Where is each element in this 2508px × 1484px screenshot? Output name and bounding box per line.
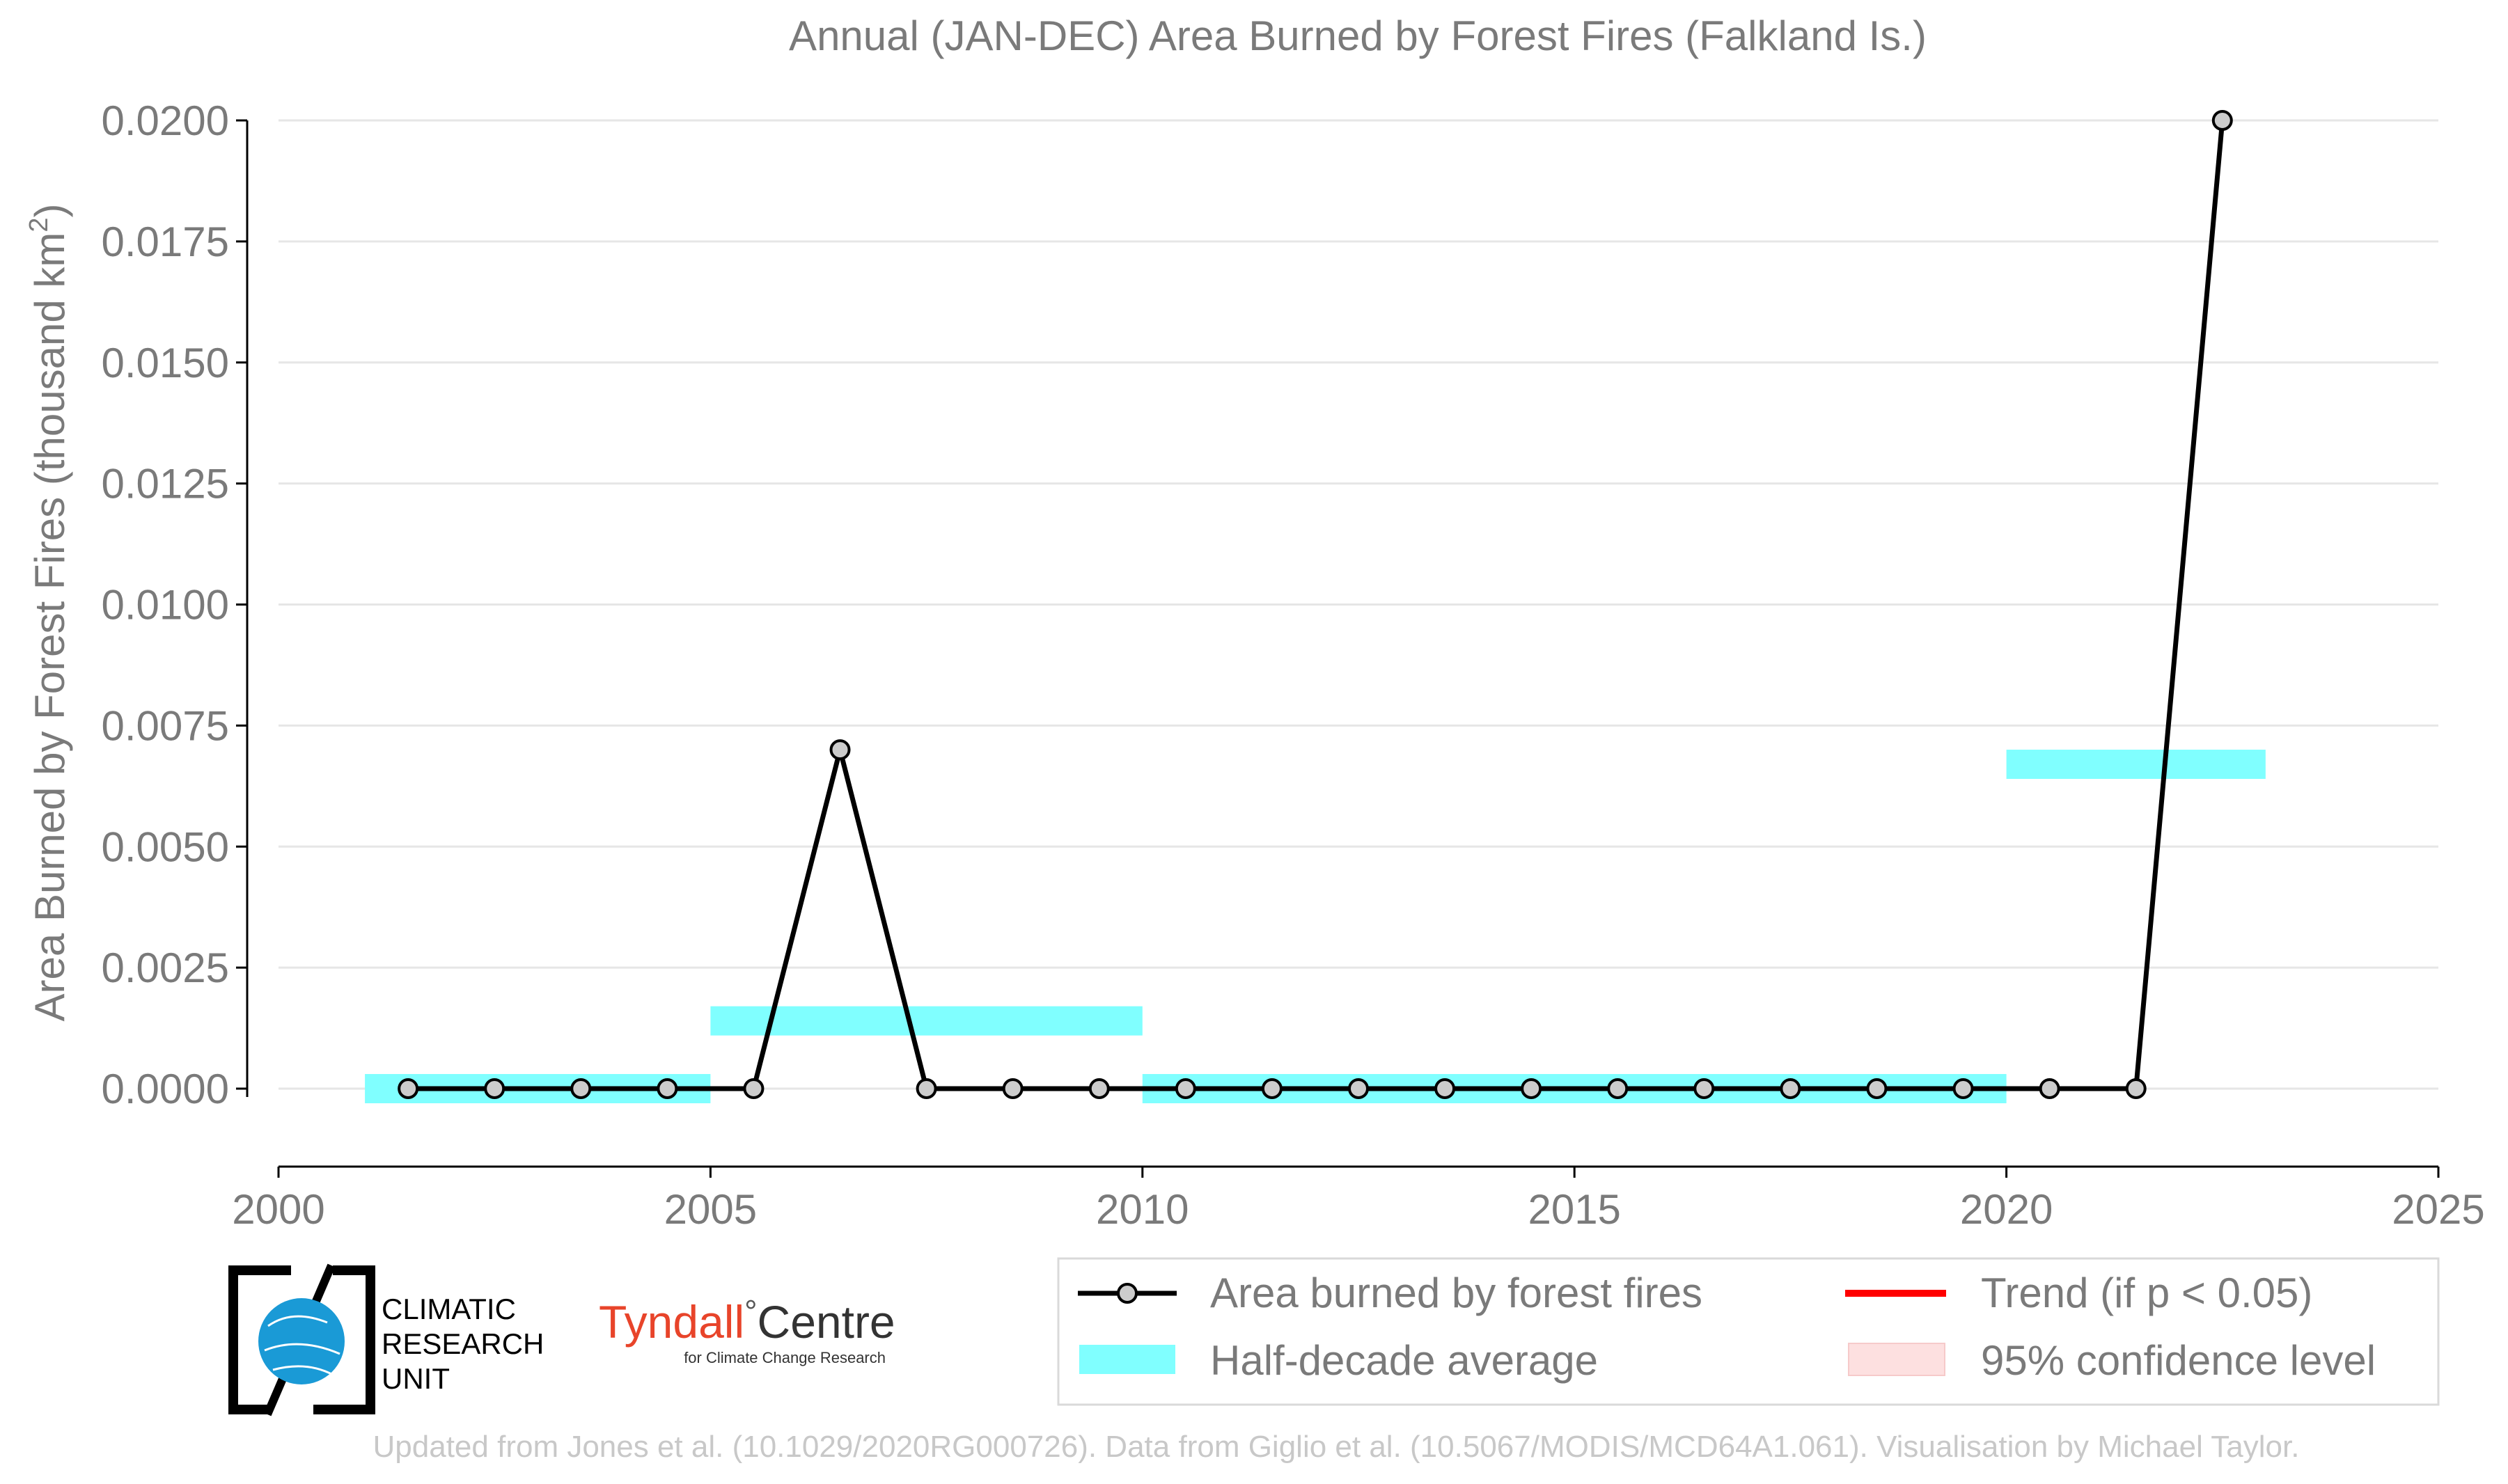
cru-logo: CLIMATIC RESEARCH UNIT xyxy=(228,1263,544,1416)
half-decade-band xyxy=(710,1006,1143,1036)
y-axis-label-sup: 2 xyxy=(24,218,54,232)
x-tick-label: 2010 xyxy=(1096,1186,1189,1233)
data-point xyxy=(1002,1078,1024,1099)
data-point xyxy=(657,1078,678,1099)
y-tick-label: 0.0050 xyxy=(101,823,229,870)
series-line xyxy=(408,120,2225,1091)
y-axis-label-close: ) xyxy=(26,204,73,218)
y-axis-label: Area Burned by Forest Fires (thousand km… xyxy=(24,204,73,1022)
half-decade-bands xyxy=(365,750,2266,1103)
data-point xyxy=(1175,1078,1196,1099)
cru-globe-swirl-icon xyxy=(264,1315,340,1376)
data-point xyxy=(2125,1078,2147,1099)
cru-bracket-icon xyxy=(228,1265,291,1414)
chart-title: Annual (JAN-DEC) Area Burned by Forest F… xyxy=(789,13,1927,59)
series-line-group xyxy=(408,120,2225,1091)
data-point xyxy=(398,1078,419,1099)
legend-label-halfdecade: Half-decade average xyxy=(1210,1337,1598,1384)
data-point xyxy=(1952,1078,1974,1099)
legend: Area burned by forest fires Trend (if p … xyxy=(1057,1257,2440,1406)
legend-confidence-swatch xyxy=(1848,1343,1945,1376)
data-point xyxy=(570,1078,592,1099)
legend-label-confidence: 95% confidence level xyxy=(1981,1337,2376,1384)
data-point xyxy=(1607,1078,1629,1099)
x-tick-label: 2005 xyxy=(664,1186,757,1233)
tyndall-subtitle: for Climate Change Research xyxy=(684,1349,886,1366)
legend-marker-swatch xyxy=(1117,1283,1138,1304)
x-tick-label: 2020 xyxy=(1960,1186,2053,1233)
footer-credit: Updated from Jones et al. (10.1029/2020R… xyxy=(373,1430,2300,1464)
cru-globe-icon xyxy=(258,1298,345,1384)
legend-label-trend: Trend (if p < 0.05) xyxy=(1981,1270,2312,1316)
data-point xyxy=(1693,1078,1715,1099)
tyndall-logo: Tyndall°Centre for Climate Change Resear… xyxy=(599,1293,895,1366)
y-tick-label: 0.0175 xyxy=(101,219,229,265)
data-point xyxy=(743,1078,765,1099)
y-tick-label: 0.0075 xyxy=(101,702,229,749)
tyndall-wordmark: Tyndall°Centre xyxy=(599,1293,895,1348)
cru-line3: UNIT xyxy=(382,1362,450,1395)
y-tick-label: 0.0000 xyxy=(101,1066,229,1112)
tyndall-name: Tyndall xyxy=(599,1296,744,1348)
x-tick-label: 2000 xyxy=(232,1186,324,1233)
data-point xyxy=(1866,1078,1888,1099)
tyndall-centre: Centre xyxy=(758,1296,895,1348)
data-point xyxy=(1261,1078,1283,1099)
axes: 0.0000 0.0025 0.0050 0.0075 0.0100 0.0125 0.01… xyxy=(101,97,2484,1233)
tyndall-degree: ° xyxy=(744,1293,757,1329)
x-tick-label: 2015 xyxy=(1528,1186,1620,1233)
y-tick-label: 0.0125 xyxy=(101,461,229,507)
data-point xyxy=(916,1078,937,1099)
legend-band-swatch xyxy=(1079,1345,1175,1374)
data-point xyxy=(1780,1078,1801,1099)
x-tick-label: 2025 xyxy=(2392,1186,2484,1233)
gridlines xyxy=(279,119,2438,1090)
series-points xyxy=(398,110,2233,1099)
data-point xyxy=(2211,110,2233,131)
data-point xyxy=(829,739,851,761)
data-point xyxy=(2039,1078,2060,1099)
y-tick-label: 0.0025 xyxy=(101,945,229,991)
cru-line1: CLIMATIC xyxy=(382,1293,516,1325)
y-axis-label-main: Area Burned by Forest Fires (thousand km xyxy=(26,232,73,1022)
cru-bracket-right-icon xyxy=(313,1265,375,1414)
data-point xyxy=(1434,1078,1456,1099)
y-tick-label: 0.0150 xyxy=(101,340,229,386)
legend-box xyxy=(1057,1257,2440,1406)
data-point xyxy=(484,1078,505,1099)
data-point xyxy=(1348,1078,1369,1099)
half-decade-band xyxy=(2006,750,2266,780)
cru-line2: RESEARCH xyxy=(382,1327,544,1360)
y-tick-label: 0.0100 xyxy=(101,582,229,629)
y-tick-label: 0.0200 xyxy=(101,97,229,144)
data-point xyxy=(1088,1078,1110,1099)
data-point xyxy=(1521,1078,1542,1099)
legend-label-area: Area burned by forest fires xyxy=(1210,1270,1702,1316)
